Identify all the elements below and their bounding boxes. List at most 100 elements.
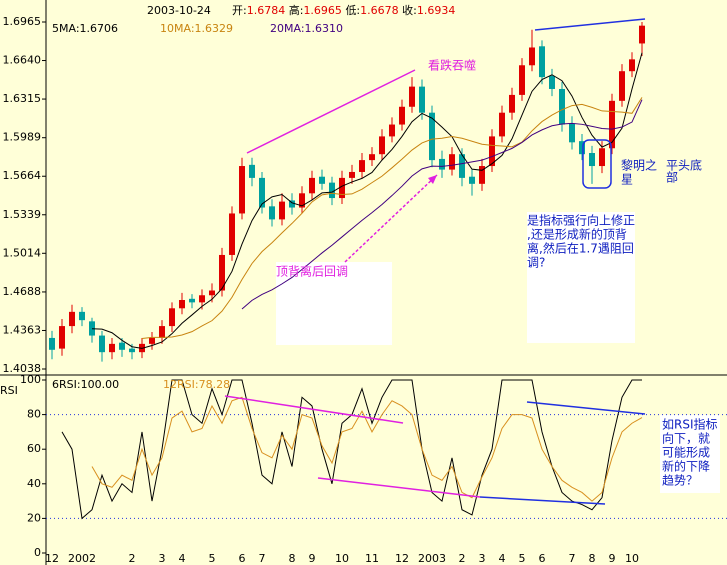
- candle-body: [579, 141, 585, 155]
- x-tick-label: 9: [609, 552, 616, 565]
- candle-body: [229, 213, 235, 255]
- x-tick-label: 6: [239, 552, 246, 565]
- y-tick-label: 1.5989: [3, 131, 42, 144]
- note-box: [527, 212, 635, 343]
- candle-body: [329, 182, 335, 199]
- x-tick-label: 5: [209, 552, 216, 565]
- annotation: ,还是形成新的顶背: [527, 227, 627, 242]
- y-tick-label: 1.4688: [3, 285, 42, 298]
- trend-line: [479, 496, 606, 505]
- x-tick-label: 2: [129, 552, 136, 565]
- note-box: [660, 415, 720, 493]
- candle-body: [249, 164, 255, 178]
- x-tick-label: 2002: [68, 552, 96, 565]
- x-tick-label: 7: [259, 552, 266, 565]
- candle-body: [239, 166, 245, 214]
- overlay: 看跌吞噬 顶背离后回调 是指标强行向上修正 ,还是形成新的顶背 离,然后在1.7…: [0, 3, 718, 505]
- rsi-line: [91, 396, 643, 502]
- annotation: 部: [666, 170, 678, 185]
- ohlc-value: 1.6678: [360, 4, 399, 17]
- candle-body: [469, 176, 475, 184]
- x-tick-label: 4: [499, 552, 506, 565]
- x-tick-label: 2: [459, 552, 466, 565]
- date-label: 2003-10-24: [147, 4, 211, 17]
- ohlc-value: 1.6965: [303, 4, 342, 17]
- candle-body: [299, 193, 305, 208]
- candle-body: [519, 65, 525, 95]
- y-tick-label: 100: [20, 373, 41, 386]
- candle-body: [199, 295, 205, 303]
- annotation: 向下，就: [662, 431, 710, 446]
- candle-body: [149, 337, 155, 344]
- legend-label: 12RSI:78.28: [163, 378, 230, 391]
- candle-body: [549, 75, 555, 89]
- ma-line: [241, 99, 643, 310]
- candle-body: [529, 47, 535, 66]
- candle-body: [569, 123, 575, 143]
- annotation: 新的下降: [662, 459, 710, 474]
- candle-body: [489, 136, 495, 167]
- candle-body: [179, 300, 185, 309]
- candle-body: [159, 326, 165, 338]
- candle-body: [59, 326, 65, 349]
- ma-line: [91, 52, 643, 349]
- ohlc-label: 低:: [345, 4, 360, 17]
- candle-body: [449, 154, 455, 170]
- candle-body: [559, 88, 565, 125]
- candle-body: [189, 298, 195, 303]
- candle-body: [49, 337, 55, 350]
- x-tick-label: 10: [625, 552, 639, 565]
- x-tick-label: 9: [309, 552, 316, 565]
- rsi-line: [61, 379, 642, 520]
- candle-body: [499, 112, 505, 137]
- annotation: 离,然后在1.7遇阻回: [527, 241, 634, 256]
- y-tick-label: 60: [27, 442, 41, 455]
- candle-body: [479, 166, 485, 184]
- x-tick-label: 8: [289, 552, 296, 565]
- y-tick-label: 1.4038: [3, 362, 42, 375]
- ohlc-label: 开:: [232, 4, 247, 17]
- y-tick-label: 1.6965: [3, 15, 42, 28]
- candle-body: [89, 321, 95, 336]
- candle-body: [99, 335, 105, 353]
- annotation: 可能形成: [662, 446, 710, 460]
- candle-body: [309, 177, 315, 194]
- arrow-line: [344, 174, 438, 263]
- candle-body: [599, 148, 605, 167]
- x-tick-label: 12: [395, 552, 409, 565]
- trend-line: [526, 401, 646, 415]
- legend-label: 20MA:1.6310: [270, 22, 343, 35]
- candle-body: [129, 348, 135, 353]
- candle-body: [289, 200, 295, 208]
- candle-body: [109, 343, 115, 353]
- x-tick-label: 12: [45, 552, 59, 565]
- trend-line: [246, 69, 416, 154]
- y-tick-label: 1.4363: [3, 323, 42, 336]
- candle-body: [539, 46, 545, 78]
- candle-body: [639, 25, 645, 44]
- ohlc-value: 1.6784: [247, 4, 286, 17]
- plot: 1.6965 1.6640 1.6315 1.5989 1.5664 1.5339 1.50…: [3, 15, 727, 565]
- x-tick-label: 7: [569, 552, 576, 565]
- annotation: 平头底: [666, 158, 702, 173]
- legend-label: 10MA:1.6329: [160, 22, 233, 35]
- x-tick-label: 11: [365, 552, 379, 565]
- arrow-head: [428, 175, 437, 184]
- annotation: 星: [621, 173, 633, 187]
- candle-body: [429, 112, 435, 161]
- candle-body: [319, 176, 325, 184]
- ohlc-label: 收:: [402, 3, 417, 17]
- legend-label: 5MA:1.6706: [52, 22, 118, 35]
- candle-body: [439, 158, 445, 170]
- candle-body: [609, 100, 615, 149]
- trend-line: [224, 395, 404, 424]
- x-tick-label: 6: [539, 552, 546, 565]
- annotation: 顶背离后回调: [276, 264, 348, 279]
- legend-label: 6RSI:100.00: [52, 378, 119, 391]
- candle-body: [219, 254, 225, 291]
- x-tick-label: 3: [479, 552, 486, 565]
- annotation: 趋势？: [662, 474, 698, 488]
- ohlc-value: 1.6934: [417, 4, 456, 17]
